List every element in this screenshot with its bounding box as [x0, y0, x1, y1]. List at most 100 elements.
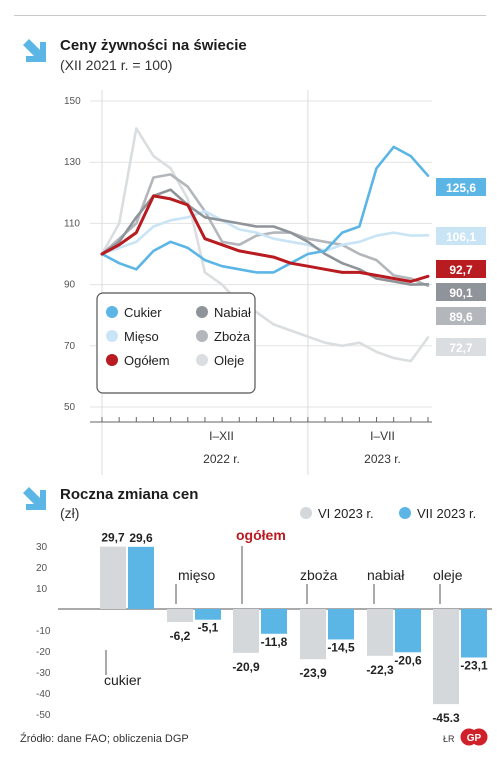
end-label-box-nabial — [436, 283, 486, 301]
end-label-box-ogolem — [436, 260, 486, 278]
bar-value-label: -20,9 — [232, 660, 260, 674]
series-line-cukier — [100, 145, 430, 274]
end-label-oleje: 72,7 — [449, 341, 473, 355]
end-label-zboza: 89,6 — [449, 310, 473, 324]
line-chart-axes: 50 70 90 110 130 150 I–XII 2022 r. I–VII 2023 r. — [64, 96, 432, 466]
y-tick-label: 150 — [64, 96, 81, 107]
bar-y-tick-label: -30 — [36, 668, 51, 679]
bar-value-label: -14,5 — [327, 640, 355, 654]
bar-value-label: -5,1 — [198, 621, 219, 635]
publisher-logo: GP — [460, 728, 488, 746]
bar-y-tick-label: -40 — [36, 689, 51, 700]
bar-4-1 — [395, 609, 421, 653]
bar-y-tick-label: 20 — [36, 563, 48, 574]
chart2-title: Roczna zmiana cen — [60, 486, 199, 503]
legend-swatch-oleje — [196, 354, 208, 366]
top-rule — [14, 15, 486, 16]
y-tick-label: 110 — [64, 218, 80, 229]
bar-3-0 — [300, 609, 326, 660]
bar-value-label: 29,6 — [129, 531, 153, 545]
line-chart-end-labels: 72,7 89,6 106,1 90,1 125,6 92,7 — [436, 178, 486, 356]
bar-value-label: -11,8 — [261, 635, 288, 649]
chart2-unit: (zł) — [60, 505, 80, 521]
x-group-label: I–VII — [370, 429, 395, 443]
legend-swatch-mieso — [106, 330, 118, 342]
legend-label-cukier: Cukier — [124, 305, 162, 320]
bar-5-1 — [461, 609, 487, 658]
legend-label-ogolem: Ogółem — [124, 353, 170, 368]
end-label-ogolem: 92,7 — [449, 263, 473, 277]
author-initials: ŁR — [443, 734, 455, 744]
arrow-down-right-icon — [23, 487, 46, 510]
bar-y-tick-label: -10 — [36, 626, 51, 637]
source-note: Źródło: dane FAO; obliczenia DGP — [20, 733, 189, 745]
bar-y-tick-label: 10 — [36, 584, 48, 595]
bar-0-1 — [128, 546, 154, 609]
category-label: oleje — [433, 567, 463, 583]
line-chart-series — [100, 127, 430, 363]
legend-swatch-zboza — [196, 330, 208, 342]
end-label-cukier: 125,6 — [446, 181, 476, 195]
series-line-ogolem — [100, 194, 430, 283]
bar-2-0 — [233, 609, 259, 653]
end-label-mieso: 106,1 — [446, 230, 476, 244]
bar-4-0 — [367, 609, 393, 656]
end-label-box-cukier — [436, 178, 486, 196]
chart1-subtitle: (XII 2021 r. = 100) — [60, 57, 173, 73]
bar-value-label: -45,3 — [432, 711, 460, 722]
end-label-box-oleje — [436, 338, 486, 356]
y-tick-label: 90 — [64, 280, 76, 291]
bar-y-tick-label: -20 — [36, 647, 51, 658]
bar-y-tick-label: 30 — [36, 542, 48, 553]
bar-legend-label: VII 2023 r. — [417, 506, 476, 521]
bar-value-label: 29,7 — [101, 531, 125, 545]
bar-legend-swatch-bar_vi — [300, 507, 312, 519]
y-tick-label: 70 — [64, 341, 76, 352]
bar-5-0 — [433, 609, 459, 705]
category-label: mięso — [178, 567, 216, 583]
bar-0-0 — [100, 546, 126, 609]
bar-legend-label: VI 2023 r. — [318, 506, 374, 521]
bar-value-label: -20,6 — [394, 653, 422, 667]
category-label: cukier — [104, 672, 142, 688]
legend-label-oleje: Oleje — [214, 353, 244, 368]
x-group-label: I–XII — [209, 429, 234, 443]
bar-y-tick-label: -50 — [36, 710, 51, 721]
legend-swatch-cukier — [106, 306, 118, 318]
legend-swatch-ogolem — [106, 354, 118, 366]
line-chart-legend: Cukier Nabiał Mięso Zboża Ogółem Oleje — [96, 292, 256, 394]
bar-3-1 — [328, 609, 354, 640]
x-group-year: 2023 r. — [364, 452, 401, 466]
y-tick-label: 130 — [64, 157, 81, 168]
bar-chart-labels: 29,7 29,6 -6,2 -5,1 -20,9-11,8 -23,9-14,5 -22,… — [101, 527, 488, 722]
end-label-box-mieso — [436, 227, 486, 245]
chart1-title: Ceny żywności na świecie — [60, 37, 247, 54]
category-label: zboża — [300, 567, 338, 583]
bar-legend-swatch-bar_vii — [399, 507, 411, 519]
legend-swatch-nabial — [196, 306, 208, 318]
bar-value-label: -23,1 — [460, 659, 488, 673]
series-line-oleje — [100, 127, 430, 363]
bar-chart-legend: VI 2023 r. VII 2023 r. — [300, 506, 476, 521]
bar-1-1 — [195, 609, 221, 620]
series-line-nabial — [100, 188, 430, 286]
bar-2-1 — [261, 609, 287, 634]
x-group-year: 2022 r. — [203, 452, 240, 466]
bar-value-label: -23,9 — [299, 666, 327, 680]
end-label-box-zboza — [436, 307, 486, 325]
y-tick-label: 50 — [64, 402, 76, 413]
line-chart-grid — [90, 90, 432, 475]
bar-chart: VI 2023 r. VII 2023 r. 30 20 10 -10 -20 -30 -40… — [36, 506, 492, 722]
series-line-zboza — [100, 173, 430, 288]
series-line-mieso — [100, 209, 430, 256]
end-label-nabial: 90,1 — [449, 286, 473, 300]
bar-value-label: -6,2 — [170, 629, 191, 643]
publisher-logo-text: GP — [467, 733, 482, 744]
legend-label-nabial: Nabiał — [214, 305, 251, 320]
category-label: ogółem — [236, 527, 286, 543]
category-label: nabiał — [367, 567, 405, 583]
legend-label-mieso: Mięso — [124, 329, 159, 344]
legend-label-zboza: Zboża — [214, 329, 251, 344]
bar-value-label: -22,3 — [366, 663, 394, 677]
